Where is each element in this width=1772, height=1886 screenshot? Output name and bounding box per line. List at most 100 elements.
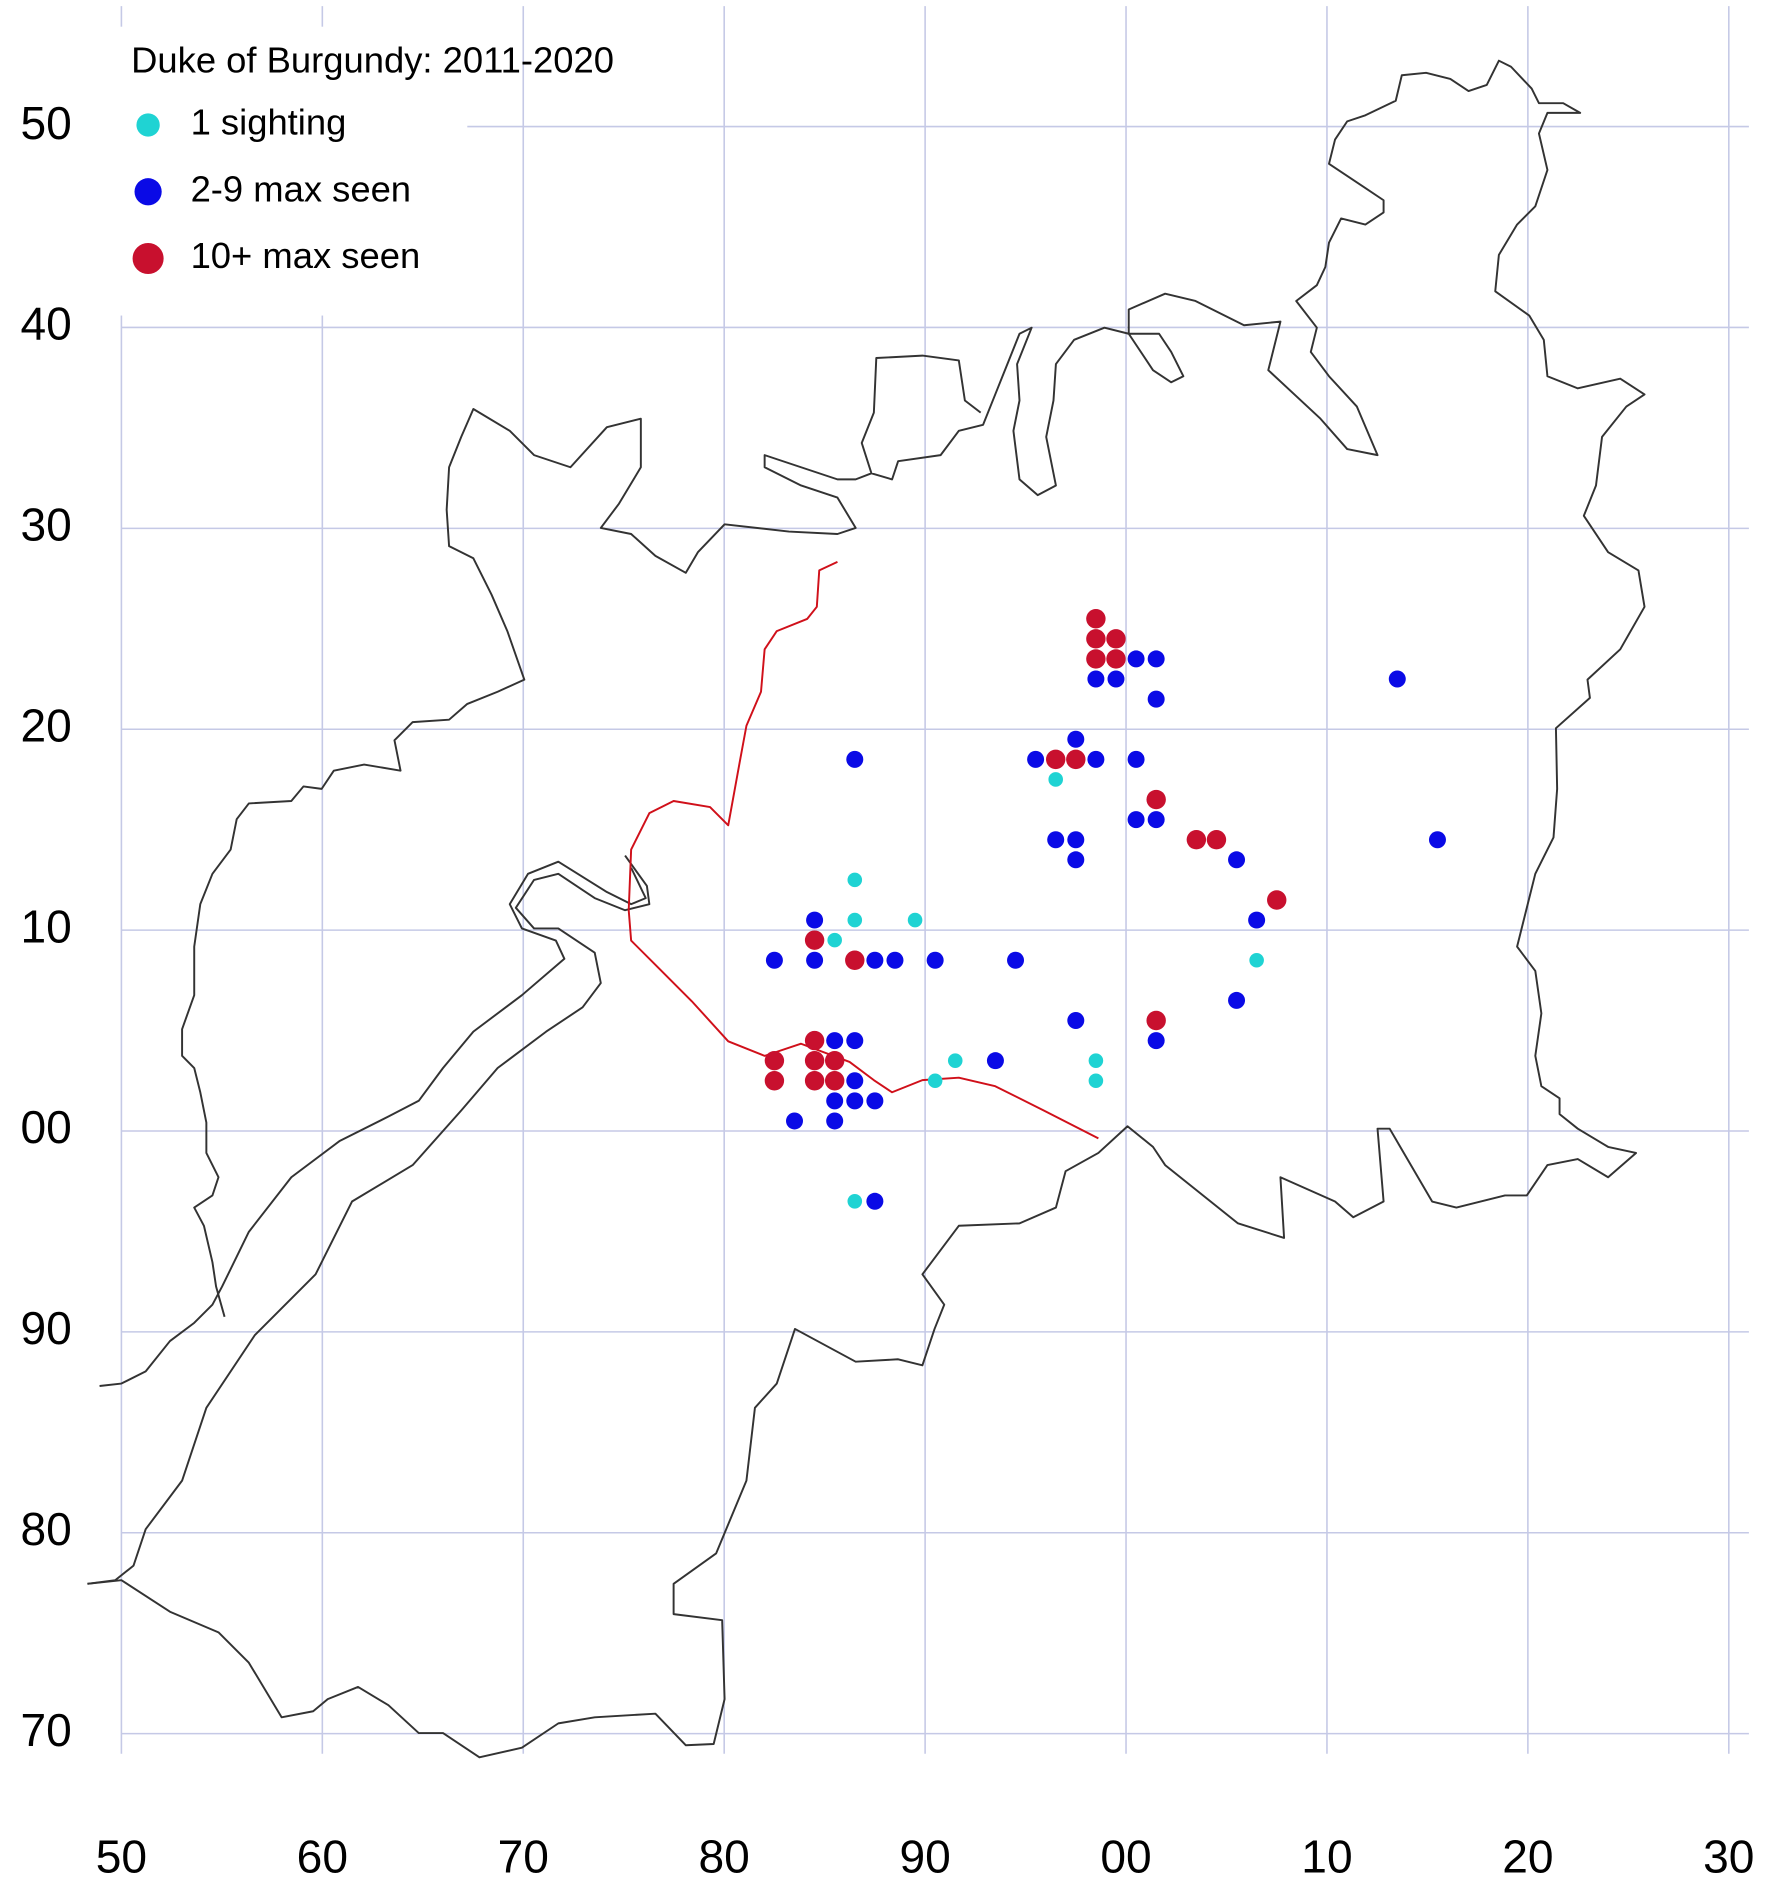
legend-marker — [134, 178, 162, 206]
data-point — [804, 1050, 825, 1071]
y-tick-label: 20 — [21, 699, 72, 751]
data-point — [886, 951, 904, 969]
legend-label: 1 sighting — [191, 102, 347, 143]
data-point — [1146, 789, 1166, 810]
data-point — [1206, 830, 1227, 850]
data-point — [846, 1092, 864, 1110]
data-point — [764, 1071, 785, 1091]
legend: 1 sighting 2-9 max seen 10+ max seen — [132, 102, 421, 276]
y-tick-label: 80 — [21, 1503, 72, 1555]
data-point — [1086, 629, 1106, 649]
x-tick-label: 10 — [1301, 1831, 1352, 1883]
data-point — [1248, 911, 1266, 929]
data-point — [866, 1092, 884, 1110]
data-point — [1249, 952, 1264, 968]
x-tick-label: 70 — [498, 1831, 549, 1883]
data-point — [1087, 670, 1105, 688]
data-point — [1127, 650, 1145, 668]
data-point — [927, 1073, 943, 1089]
data-point — [826, 1112, 844, 1130]
data-point — [765, 951, 783, 969]
data-point — [764, 1050, 785, 1071]
data-point — [1067, 730, 1085, 748]
data-point — [846, 1032, 864, 1050]
data-point — [1147, 811, 1165, 829]
y-tick-label: 70 — [21, 1704, 72, 1756]
data-point — [986, 1052, 1004, 1070]
data-point — [806, 911, 824, 929]
data-point — [1066, 749, 1086, 770]
data-point — [1228, 991, 1246, 1009]
legend-marker — [136, 113, 160, 137]
data-point — [845, 950, 865, 970]
data-point — [1048, 772, 1063, 787]
legend-background — [0, 26, 468, 316]
data-point — [1228, 851, 1246, 869]
data-point — [1106, 629, 1126, 649]
data-point — [847, 1194, 863, 1209]
y-tick-label: 50 — [21, 97, 72, 149]
x-tick-label: 80 — [699, 1831, 750, 1883]
data-point — [826, 1032, 844, 1050]
y-tick-label: 90 — [21, 1302, 72, 1354]
legend-label: 10+ max seen — [191, 235, 421, 276]
data-point — [1045, 749, 1066, 770]
x-tick-label: 50 — [96, 1831, 147, 1883]
data-point — [1147, 650, 1165, 668]
data-point — [804, 930, 825, 950]
estuary-south-bank — [87, 855, 651, 1585]
data-point — [1267, 890, 1287, 910]
grid — [120, 6, 1749, 1754]
data-point — [947, 1053, 963, 1068]
data-point — [826, 1092, 844, 1110]
data-point — [1428, 831, 1446, 849]
data-point — [1147, 690, 1165, 708]
data-point — [1127, 811, 1145, 829]
data-point — [866, 1192, 884, 1210]
data-point — [1067, 851, 1085, 869]
data-point — [866, 951, 884, 969]
county-outline — [87, 59, 1646, 1759]
data-point — [907, 912, 923, 928]
x-tick-label: 20 — [1502, 1831, 1553, 1883]
legend-marker — [132, 242, 164, 275]
data-point — [1067, 831, 1085, 849]
estuary-north-bank — [99, 860, 647, 1387]
data-point — [806, 951, 824, 969]
data-point — [1088, 1053, 1104, 1068]
data-point — [824, 1050, 845, 1071]
legend-label: 2-9 max seen — [191, 168, 411, 209]
data-point — [1106, 649, 1126, 669]
y-tick-label: 00 — [21, 1101, 72, 1153]
data-point — [1086, 649, 1106, 669]
data-point — [1027, 750, 1045, 768]
data-point — [804, 1071, 825, 1091]
data-point — [1087, 750, 1105, 768]
data-point — [804, 1030, 825, 1051]
points — [764, 609, 1446, 1210]
legend-title: Duke of Burgundy: 2011-2020 — [131, 40, 614, 81]
data-point — [1088, 1073, 1104, 1089]
data-point — [1007, 951, 1025, 969]
y-tick-label: 30 — [21, 499, 72, 551]
data-point — [827, 932, 842, 948]
data-point — [1186, 830, 1207, 850]
data-point — [1086, 609, 1106, 629]
y-tick-label: 10 — [21, 900, 72, 952]
data-point — [1146, 1010, 1166, 1031]
map-outline — [87, 59, 1646, 1759]
data-point — [846, 1072, 864, 1090]
data-point — [1147, 1032, 1165, 1050]
x-tick-label: 00 — [1100, 1831, 1151, 1883]
x-tick-label: 90 — [899, 1831, 950, 1883]
data-point — [926, 951, 944, 969]
axis-labels: 50 60 70 80 90 00 10 20 30 70 80 90 00 10 20 30 40 50 — [21, 97, 1755, 1883]
data-point — [847, 872, 863, 888]
data-point — [824, 1071, 845, 1091]
x-tick-label: 30 — [1703, 1831, 1754, 1883]
data-point — [1047, 831, 1065, 849]
data-point — [847, 912, 863, 928]
data-point — [1127, 750, 1145, 768]
data-point — [1107, 670, 1125, 688]
